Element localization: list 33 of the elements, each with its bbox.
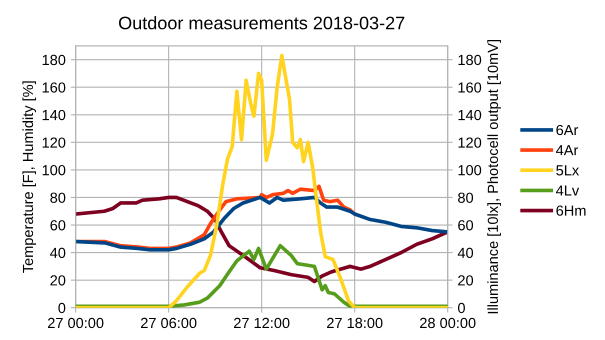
legend-label: 4Lv [556,185,580,196]
y-tick-label: 20 [50,275,66,286]
y2-axis-title: Illuminance [10lx], Photocell output [10mV] [487,40,501,314]
y2-tick-label: 0 [458,302,465,314]
y2-tick-label: 40 [458,248,474,258]
y2-tick-label: 60 [458,220,474,230]
y2-tick-label: 80 [458,192,474,203]
y-tick-label: 40 [50,248,66,258]
y-tick-label: 80 [50,192,66,203]
y2-tick-label: 120 [458,137,482,148]
legend-label: 6Ar [556,124,578,136]
x-tick-label: 27 00:00 [48,318,104,328]
y2-tick-label: 140 [458,110,482,120]
legend-label: 4Ar [556,145,578,156]
y-axis-title: Temperature [F], Humidity [%] [22,81,36,273]
y-tick-label: 140 [42,110,66,120]
legend-label: 5Lx [556,165,580,176]
legend-label: 6Hm [556,205,586,216]
x-tick-label: 27 12:00 [234,318,290,328]
chart-title: Outdoor measurements 2018-03-27 [119,16,404,30]
x-tick-label: 28 00:00 [420,318,476,328]
y2-tick-label: 100 [458,165,482,176]
y-tick-label: 60 [50,220,66,230]
y2-tick-label: 20 [458,275,474,286]
y-tick-label: 100 [42,165,66,176]
y-tick-label: 120 [42,137,66,148]
y-tick-label: 0 [58,302,66,314]
y-tick-label: 180 [42,54,66,66]
x-tick-label: 27 06:00 [140,318,196,328]
x-tick-label: 27 18:00 [327,318,382,328]
y2-tick-label: 160 [458,82,482,93]
y-tick-label: 160 [42,82,66,93]
y2-tick-label: 180 [458,54,482,66]
